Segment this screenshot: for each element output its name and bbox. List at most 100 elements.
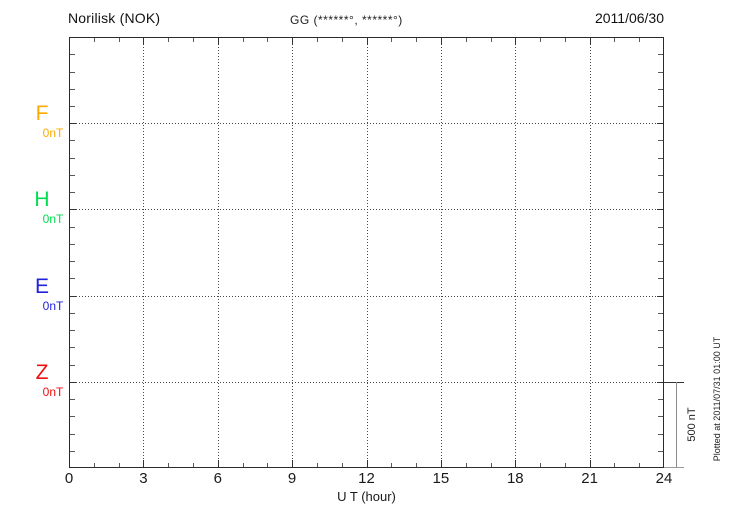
y-tick-right <box>658 192 663 194</box>
x-tick-bottom-h20 <box>564 463 566 467</box>
x-tick-top-h9 <box>292 38 294 45</box>
y-tick-right <box>658 433 663 435</box>
y-tick-left <box>70 295 76 297</box>
y-tick-right <box>658 330 663 332</box>
y-tick-right <box>658 140 663 142</box>
x-axis-title: U T (hour) <box>337 489 396 504</box>
x-tick-label-15: 15 <box>432 470 450 487</box>
x-tick-label-18: 18 <box>506 470 524 487</box>
y-tick-right <box>658 174 663 176</box>
component-label-H: H <box>34 188 50 212</box>
gridline-vertical-h15 <box>440 38 442 467</box>
component-baseline-value-E: 0nT <box>42 298 64 313</box>
y-tick-left <box>70 416 75 418</box>
y-tick-left <box>70 174 75 176</box>
y-tick-right <box>657 295 663 297</box>
baseline-Z <box>70 381 663 383</box>
x-tick-top-h21 <box>589 38 591 45</box>
x-tick-top-h16 <box>465 38 467 42</box>
y-tick-left <box>70 157 75 159</box>
y-tick-right <box>657 123 663 125</box>
y-tick-left <box>70 140 75 142</box>
plot-date: 2011/06/30 <box>594 10 664 26</box>
x-tick-top-h3 <box>143 38 145 45</box>
component-label-E: E <box>34 274 49 298</box>
x-tick-bottom-h14 <box>416 463 418 467</box>
x-tick-top-h6 <box>217 38 219 45</box>
y-tick-right <box>658 106 663 107</box>
y-tick-left <box>70 106 75 107</box>
x-tick-bottom-h13 <box>391 463 393 467</box>
geographic-coordinates-title: GG (******°, ******°) <box>290 13 403 27</box>
gridline-vertical-h12 <box>366 38 368 467</box>
y-tick-left <box>70 399 75 400</box>
x-tick-bottom-h15 <box>440 460 442 467</box>
x-tick-label-3: 3 <box>139 470 148 487</box>
x-tick-top-h2 <box>118 38 120 42</box>
y-tick-right <box>658 71 663 73</box>
x-tick-top-h8 <box>267 38 269 42</box>
x-tick-bottom-h9 <box>292 460 294 467</box>
station-title: Norilisk (NOK) <box>68 10 161 26</box>
y-tick-left <box>70 312 75 314</box>
x-tick-top-h18 <box>515 38 517 45</box>
y-tick-left <box>70 226 75 228</box>
y-tick-right <box>658 54 663 56</box>
component-label-F: F <box>35 102 49 126</box>
y-tick-left <box>70 192 75 194</box>
y-tick-right <box>658 157 663 159</box>
x-tick-top-h20 <box>564 38 566 42</box>
y-tick-right <box>658 261 663 263</box>
y-tick-left <box>70 450 75 452</box>
x-tick-label-0: 0 <box>64 470 74 487</box>
y-tick-right <box>658 243 663 245</box>
y-tick-right <box>658 347 663 349</box>
x-tick-bottom-h7 <box>242 463 244 467</box>
y-tick-right <box>658 88 663 90</box>
y-tick-right <box>657 209 663 211</box>
x-tick-bottom-h22 <box>614 463 616 467</box>
x-tick-bottom-h4 <box>168 463 170 467</box>
y-tick-right <box>658 416 663 418</box>
x-tick-bottom-h12 <box>366 460 368 467</box>
component-label-Z: Z <box>35 360 49 384</box>
gridline-vertical-h6 <box>217 38 219 467</box>
y-tick-left <box>70 261 75 263</box>
x-tick-bottom-h19 <box>540 463 541 467</box>
x-tick-top-h1 <box>93 38 95 42</box>
y-tick-left <box>70 347 75 349</box>
x-tick-bottom-h5 <box>193 463 194 467</box>
x-tick-bottom-h21 <box>589 460 591 467</box>
scale-bar-cap <box>664 381 684 383</box>
x-tick-top-h14 <box>416 38 418 42</box>
gridline-vertical-h18 <box>515 38 517 467</box>
x-tick-top-h11 <box>341 38 343 42</box>
component-baseline-value-H: 0nT <box>42 212 64 227</box>
y-tick-left <box>70 364 75 366</box>
y-tick-right <box>658 226 663 228</box>
y-tick-right <box>658 278 663 280</box>
x-tick-bottom-h10 <box>316 463 318 467</box>
scale-bar-bottom-extension <box>664 467 684 468</box>
x-tick-top-h13 <box>391 38 393 42</box>
x-tick-bottom-h23 <box>639 463 641 467</box>
y-tick-left <box>70 278 75 280</box>
x-tick-label-12: 12 <box>358 470 375 487</box>
y-tick-left <box>70 381 76 383</box>
x-tick-bottom-h16 <box>465 463 467 467</box>
y-tick-right <box>658 450 663 452</box>
y-tick-left <box>70 54 75 56</box>
gridline-vertical-h3 <box>143 38 145 467</box>
y-tick-left <box>70 243 75 245</box>
x-tick-label-24: 24 <box>655 470 673 487</box>
baseline-H <box>70 209 663 211</box>
x-tick-label-6: 6 <box>213 470 222 487</box>
y-tick-left <box>70 71 75 73</box>
scale-bar-label: 500 nT <box>686 407 698 442</box>
y-tick-right <box>657 381 663 383</box>
x-tick-top-h4 <box>168 38 170 42</box>
x-tick-top-h12 <box>366 38 368 45</box>
x-tick-top-h15 <box>440 38 442 45</box>
x-tick-bottom-h1 <box>93 463 95 467</box>
